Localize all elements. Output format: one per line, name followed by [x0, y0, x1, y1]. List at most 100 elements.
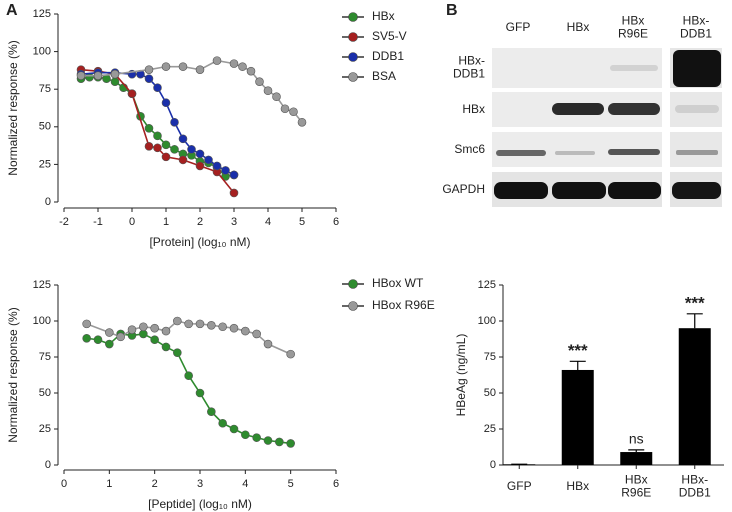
data-point — [153, 131, 162, 141]
data-point — [110, 69, 120, 79]
y-axis-title: Normalized response (%) — [6, 40, 20, 175]
blot-band — [673, 50, 721, 87]
data-point — [207, 407, 216, 417]
data-point — [144, 74, 154, 83]
data-point — [76, 71, 86, 80]
x-tick-label: -2 — [59, 216, 69, 228]
data-point — [255, 77, 264, 86]
panel-label: B — [446, 2, 458, 19]
legend-marker — [348, 52, 358, 62]
data-point — [195, 161, 205, 171]
data-point — [212, 56, 222, 65]
data-point — [263, 86, 273, 96]
data-point — [161, 140, 171, 150]
data-point — [286, 349, 295, 359]
legend-marker — [348, 279, 358, 289]
blot-band — [608, 182, 661, 199]
data-point — [173, 348, 182, 357]
y-tick-label: 100 — [478, 315, 496, 327]
legend-label: HBox WT — [372, 276, 424, 290]
data-point — [105, 328, 114, 337]
y-tick-label: 25 — [39, 158, 51, 170]
data-point — [238, 62, 247, 71]
data-point — [252, 433, 261, 442]
data-point — [289, 107, 298, 117]
data-point — [241, 326, 250, 336]
data-point — [178, 134, 188, 144]
data-point — [144, 124, 154, 133]
x-tick-label: GFP — [507, 479, 532, 493]
x-tick-label: 0 — [129, 216, 135, 228]
x-tick-label: 3 — [197, 478, 203, 490]
blot-band — [552, 103, 604, 115]
blot-band — [675, 105, 719, 113]
data-point — [105, 339, 114, 349]
x-tick-label: 1 — [106, 478, 112, 490]
lane-label: HBx-DDB1 — [680, 14, 712, 41]
significance-label: *** — [685, 293, 705, 312]
data-point — [229, 170, 239, 180]
data-point — [263, 339, 273, 349]
bar — [620, 452, 653, 465]
data-point — [263, 436, 273, 445]
y-tick-label: 25 — [39, 423, 51, 435]
x-tick-label: 6 — [333, 216, 339, 228]
data-point — [127, 89, 137, 99]
x-tick-label: -1 — [93, 216, 103, 228]
data-point — [161, 326, 171, 336]
legend-label: BSA — [372, 69, 396, 83]
lane-label: GFP — [506, 20, 531, 34]
y-tick-label: 125 — [478, 279, 496, 291]
data-point — [178, 62, 188, 71]
y-tick-label: 0 — [45, 459, 51, 471]
x-tick-label: 5 — [288, 478, 294, 490]
panel-label: A — [6, 2, 18, 19]
x-tick-label: 1 — [163, 216, 169, 228]
significance-label: ns — [629, 431, 644, 447]
data-point — [161, 62, 171, 71]
data-point — [139, 322, 148, 332]
data-point — [144, 142, 154, 151]
y-tick-label: 50 — [39, 121, 51, 133]
x-axis-title: [Peptide] (log₁₀ nM) — [148, 497, 252, 511]
legend-label: HBox R96E — [372, 298, 435, 312]
data-point — [116, 332, 125, 342]
y-tick-label: 50 — [484, 387, 496, 399]
blot-strip — [670, 132, 722, 167]
y-tick-label: 0 — [45, 196, 51, 208]
data-point — [173, 316, 182, 326]
data-point — [161, 152, 171, 162]
x-tick-label: 2 — [152, 478, 158, 490]
y-tick-label: 100 — [33, 315, 51, 327]
data-point — [150, 335, 159, 345]
row-label: GAPDH — [442, 182, 485, 196]
blot-band — [494, 182, 548, 199]
blot-band — [610, 65, 658, 71]
data-point — [184, 371, 193, 381]
blot-band — [608, 149, 660, 155]
row-label: HBx — [462, 102, 485, 116]
data-point — [178, 155, 188, 165]
y-tick-label: 75 — [484, 351, 496, 363]
x-tick-label: HBx — [566, 479, 589, 493]
data-point — [246, 66, 256, 76]
data-point — [184, 319, 193, 329]
legend-label: HBx — [372, 9, 395, 23]
y-tick-label: 50 — [39, 387, 51, 399]
error-bar — [628, 449, 645, 453]
x-tick-label: 5 — [299, 216, 305, 228]
data-point — [229, 59, 239, 68]
data-point — [170, 145, 179, 154]
legend-label: SV5-V — [372, 29, 407, 43]
x-tick-label: 6 — [333, 478, 339, 490]
y-axis-title: Normalized response (%) — [6, 307, 20, 442]
x-tick-label: 4 — [265, 216, 271, 228]
data-point — [93, 71, 103, 80]
lane-label: HBx R96E — [618, 14, 648, 41]
data-point — [82, 333, 91, 343]
blot-band — [555, 151, 595, 155]
y-tick-label: 125 — [33, 279, 51, 291]
error-bar — [686, 313, 703, 329]
blot-band — [672, 182, 721, 199]
western-blot — [492, 48, 722, 207]
